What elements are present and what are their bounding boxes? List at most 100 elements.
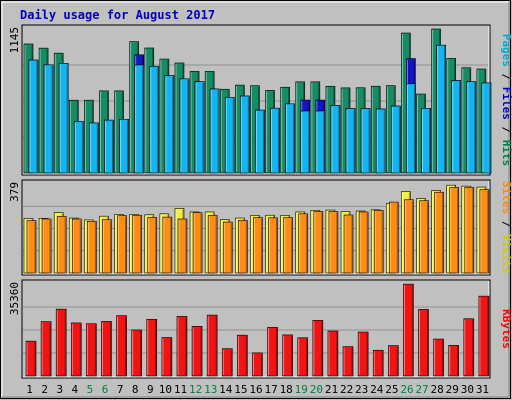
day-group bbox=[418, 309, 429, 377]
day-group bbox=[403, 283, 414, 377]
bar-kbytes bbox=[448, 344, 460, 377]
y-max-label: 1145 bbox=[8, 27, 21, 54]
bar-sites bbox=[313, 211, 324, 274]
bar-kbytes bbox=[206, 314, 218, 377]
bar-pages bbox=[179, 78, 190, 174]
day-group bbox=[204, 211, 218, 274]
x-tick-label: 23 bbox=[355, 383, 368, 396]
bar-sites bbox=[419, 200, 429, 274]
day-group bbox=[101, 321, 112, 377]
bar-pages bbox=[58, 63, 69, 174]
bar-pages bbox=[406, 83, 416, 174]
day-group bbox=[116, 315, 127, 377]
bar-kbytes bbox=[55, 308, 67, 377]
bar-kbytes bbox=[146, 318, 158, 377]
bar-sites bbox=[207, 215, 218, 274]
bar-sites bbox=[222, 221, 233, 274]
day-group bbox=[144, 214, 158, 274]
legend-entry: Sites bbox=[500, 181, 512, 214]
day-group bbox=[38, 47, 54, 174]
bar-sites bbox=[253, 217, 263, 274]
bar-kbytes bbox=[25, 340, 37, 377]
day-group bbox=[388, 345, 399, 377]
day-group bbox=[370, 85, 386, 174]
bar-sites bbox=[26, 220, 37, 274]
day-group bbox=[99, 90, 114, 174]
bar-kbytes bbox=[191, 326, 203, 377]
bar-pages bbox=[330, 105, 341, 174]
bar-pages bbox=[73, 121, 84, 174]
day-group bbox=[433, 338, 444, 377]
day-group bbox=[310, 210, 324, 274]
day-group bbox=[161, 337, 173, 377]
bar-kbytes bbox=[418, 309, 429, 377]
day-group bbox=[159, 213, 173, 274]
bar-pages bbox=[285, 103, 295, 174]
day-group bbox=[431, 28, 446, 174]
x-tick-label: 18 bbox=[280, 383, 293, 396]
bar-sites bbox=[238, 220, 248, 274]
day-group bbox=[312, 320, 324, 377]
bar-sites bbox=[102, 219, 112, 274]
day-group bbox=[219, 219, 233, 274]
day-group bbox=[221, 348, 233, 377]
bar-pages bbox=[255, 109, 265, 174]
panel-legend: Sites / Visits bbox=[500, 181, 512, 274]
day-group bbox=[250, 85, 265, 174]
bar-sites bbox=[343, 214, 354, 274]
bar-sites bbox=[464, 186, 475, 274]
bar-kbytes bbox=[221, 348, 233, 377]
bar-kbytes bbox=[297, 337, 309, 377]
day-group bbox=[476, 186, 490, 274]
panel-legend: KBytes bbox=[500, 309, 512, 349]
x-tick-label: 25 bbox=[385, 383, 398, 396]
bar-kbytes bbox=[433, 338, 444, 377]
bar-kbytes bbox=[372, 349, 384, 377]
x-tick-label: 19 bbox=[295, 383, 308, 396]
bar-sites bbox=[41, 218, 52, 274]
x-tick-label: 15 bbox=[234, 383, 247, 396]
legend-entry: / bbox=[500, 214, 512, 234]
day-group bbox=[68, 99, 84, 174]
day-group bbox=[340, 87, 356, 174]
day-group bbox=[446, 58, 462, 174]
day-group bbox=[355, 87, 371, 174]
bar-kbytes bbox=[176, 316, 188, 377]
bar-pages bbox=[451, 80, 462, 174]
x-tick-label: 22 bbox=[340, 383, 353, 396]
day-group bbox=[250, 215, 263, 274]
x-tick-label: 14 bbox=[219, 383, 233, 396]
panel-legend: Pages / Files / Hits bbox=[500, 34, 512, 167]
bar-pages bbox=[224, 96, 235, 174]
bar-kbytes bbox=[282, 334, 293, 377]
day-group bbox=[55, 308, 67, 377]
day-group bbox=[342, 346, 354, 377]
legend-entry: Hits bbox=[500, 140, 512, 167]
bar-kbytes bbox=[131, 329, 142, 377]
day-group bbox=[176, 316, 188, 377]
bar-sites bbox=[268, 217, 278, 274]
day-group bbox=[325, 209, 339, 274]
x-tick-label: 26 bbox=[400, 383, 413, 396]
bar-sites bbox=[117, 215, 127, 274]
day-group bbox=[267, 327, 278, 377]
day-group bbox=[235, 217, 248, 274]
day-group bbox=[386, 201, 399, 274]
bar-kbytes bbox=[403, 283, 414, 377]
day-group bbox=[114, 90, 129, 174]
x-tick-label: 11 bbox=[174, 383, 187, 396]
bar-sites bbox=[71, 218, 82, 274]
bar-sites bbox=[298, 213, 309, 274]
bar-kbytes bbox=[478, 295, 490, 377]
bar-kbytes bbox=[40, 321, 52, 377]
bar-pages bbox=[194, 81, 205, 174]
bar-pages bbox=[28, 59, 39, 174]
day-group bbox=[191, 326, 203, 377]
bar-kbytes bbox=[327, 330, 339, 377]
day-group bbox=[84, 99, 99, 174]
bar-kbytes bbox=[101, 321, 112, 377]
day-group bbox=[265, 90, 280, 174]
day-group bbox=[174, 62, 190, 174]
day-group bbox=[23, 218, 37, 274]
bar-pages bbox=[270, 107, 280, 174]
